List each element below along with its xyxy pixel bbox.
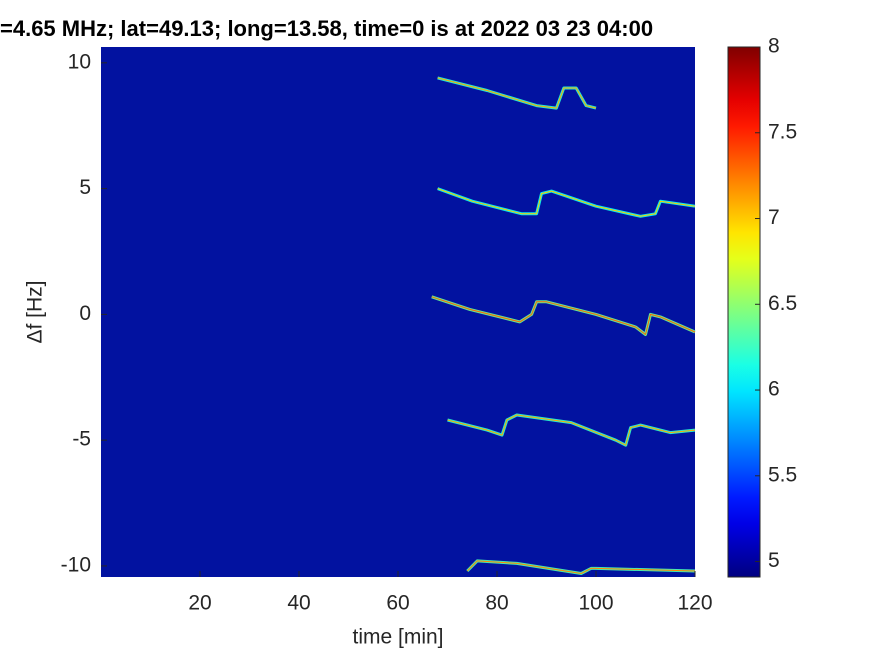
plot-background bbox=[101, 47, 695, 577]
colorbar-tick-label: 8 bbox=[768, 35, 780, 58]
colorbar bbox=[727, 46, 761, 578]
y-axis-label: Δf [Hz] bbox=[24, 280, 47, 343]
x-tick-label: 60 bbox=[386, 592, 409, 615]
colorbar-tick-label: 5 bbox=[768, 549, 780, 572]
x-tick-label: 80 bbox=[485, 592, 508, 615]
y-tick-label: -10 bbox=[61, 553, 91, 576]
y-tick-label: 0 bbox=[79, 302, 91, 325]
x-tick-label: 20 bbox=[188, 592, 211, 615]
colorbar-tick-label: 7.5 bbox=[768, 120, 797, 143]
y-tick-label: 10 bbox=[68, 50, 91, 73]
trace-core bbox=[431, 296, 696, 335]
chart-title: =4.65 MHz; lat=49.13; long=13.58, time=0… bbox=[0, 16, 653, 41]
trace-core bbox=[447, 414, 696, 446]
y-tick-label: 5 bbox=[79, 176, 91, 199]
colorbar-tick-label: 5.5 bbox=[768, 463, 797, 486]
y-tick-label: -5 bbox=[72, 428, 91, 451]
colorbar-tick-label: 6.5 bbox=[768, 292, 797, 315]
trace-core bbox=[466, 560, 696, 574]
x-tick-label: 40 bbox=[287, 592, 310, 615]
x-tick-label: 120 bbox=[677, 592, 712, 615]
colorbar-tick-label: 6 bbox=[768, 378, 780, 401]
x-axis-label: time [min] bbox=[352, 626, 443, 649]
x-tick-label: 100 bbox=[578, 592, 613, 615]
trace-core bbox=[437, 188, 696, 217]
colorbar-tick-label: 7 bbox=[768, 206, 780, 229]
trace-core bbox=[437, 77, 597, 109]
